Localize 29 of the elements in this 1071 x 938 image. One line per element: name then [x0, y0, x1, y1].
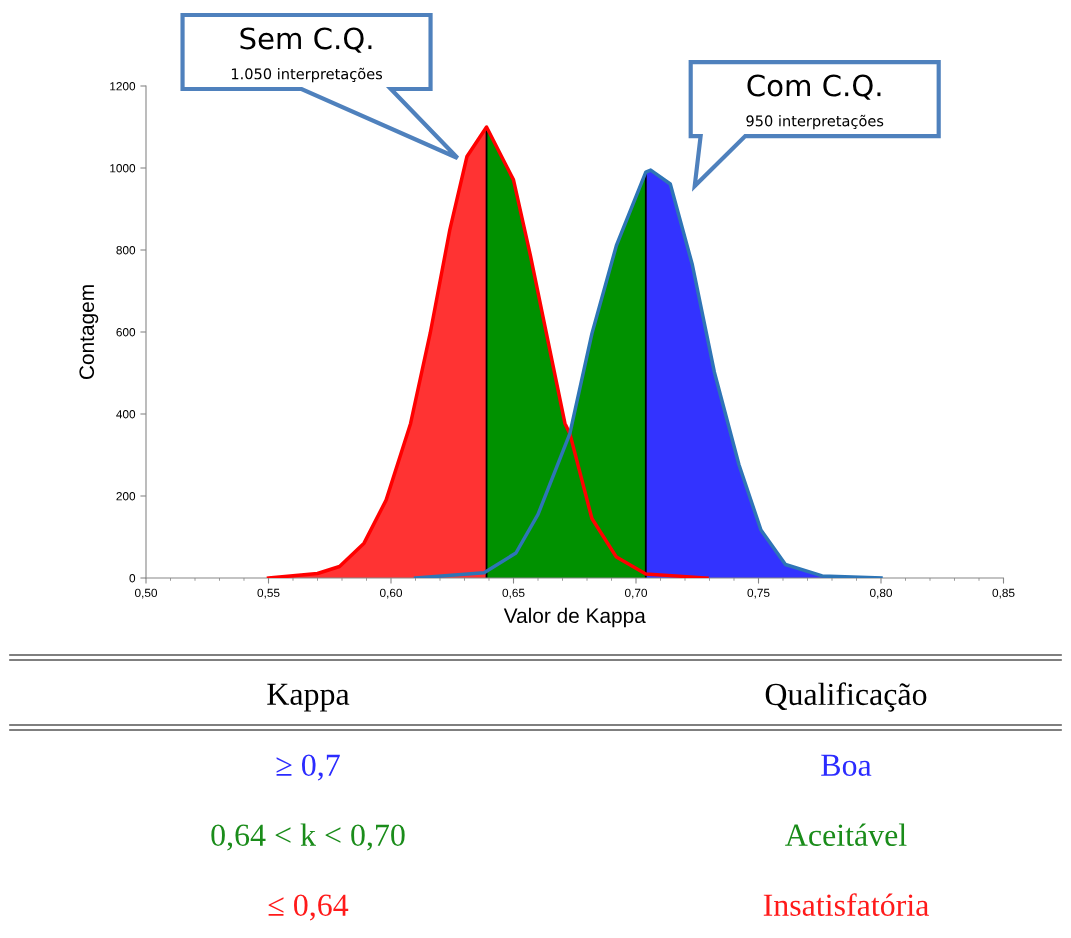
x-tick-label: 0,85 — [992, 588, 1015, 599]
annotation: Com C.Q. 950 interpretações — [746, 74, 884, 130]
text: Boa — [821, 754, 872, 776]
y-tick-label: 0 — [129, 574, 136, 583]
line-series — [266, 125, 709, 578]
y-axis-title: Contagem — [79, 285, 99, 379]
x-tick-label: 0,75 — [747, 588, 770, 599]
text: ≥ 0,7 — [276, 754, 340, 781]
x-tick-label: 0,60 — [379, 588, 403, 599]
y-tick-label: 1000 — [110, 164, 136, 173]
y-tick-label: 600 — [116, 328, 136, 337]
x-tick-label: 0,80 — [869, 588, 893, 599]
text: Aceitável — [785, 823, 907, 846]
x-tick-label: 0,65 — [502, 588, 525, 599]
y-tick-label: 1200 — [110, 82, 136, 91]
x-tick-label: 0,55 — [257, 588, 280, 599]
y-tick-label: 800 — [116, 246, 136, 255]
x-tick-label: 0,70 — [624, 588, 648, 599]
text: Insatisfatória — [763, 893, 929, 916]
y-tick-label: 200 — [116, 492, 136, 501]
category-label: Kappa — [267, 683, 350, 712]
y-tick-label: 400 — [116, 410, 136, 419]
text: 0,64 < k < 0,70 — [211, 823, 405, 851]
x-tick-label: 0,50 — [134, 588, 158, 599]
text: Sem C.Q. 1.050 interpretações — [231, 27, 383, 83]
category-label: Qualificação — [765, 682, 927, 712]
x-axis-title: Valor de Kappa — [503, 607, 646, 628]
line-series — [413, 168, 883, 578]
text: ≤ 0,64 — [268, 894, 349, 921]
